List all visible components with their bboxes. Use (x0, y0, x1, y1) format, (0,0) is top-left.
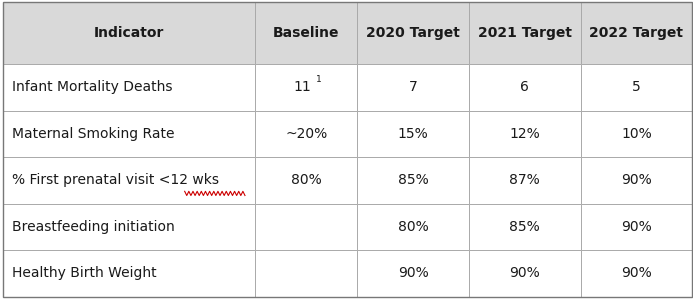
Bar (255, 157, 357, 204)
Text: 85%: 85% (398, 173, 428, 187)
Text: 90%: 90% (621, 173, 652, 187)
Text: 10%: 10% (621, 127, 652, 141)
Text: 11: 11 (294, 80, 312, 94)
Bar (581, 2, 692, 64)
Bar (3, 204, 255, 250)
Bar (581, 111, 692, 157)
Text: 2020 Target: 2020 Target (366, 26, 460, 40)
Bar (3, 64, 255, 111)
Bar (581, 250, 692, 297)
Bar (581, 204, 692, 250)
Bar (357, 204, 469, 250)
Bar (357, 2, 469, 64)
Bar (255, 250, 357, 297)
Text: 80%: 80% (291, 173, 322, 187)
Text: Breastfeeding initiation: Breastfeeding initiation (12, 220, 175, 234)
Text: 90%: 90% (621, 266, 652, 280)
Bar (469, 64, 581, 111)
Bar (469, 250, 581, 297)
Text: % First prenatal visit <12 wks: % First prenatal visit <12 wks (12, 173, 219, 187)
Text: ~20%: ~20% (285, 127, 327, 141)
Text: 12%: 12% (509, 127, 540, 141)
Text: 2021 Target: 2021 Target (477, 26, 572, 40)
Text: 80%: 80% (398, 220, 428, 234)
Text: 6: 6 (520, 80, 529, 94)
Text: 7: 7 (409, 80, 417, 94)
Text: 87%: 87% (509, 173, 540, 187)
Bar (357, 250, 469, 297)
Text: 90%: 90% (509, 266, 540, 280)
Text: 85%: 85% (509, 220, 540, 234)
Text: 2022 Target: 2022 Target (590, 26, 683, 40)
Bar (581, 157, 692, 204)
Bar (581, 64, 692, 111)
Bar (255, 64, 357, 111)
Text: 1: 1 (316, 74, 322, 83)
Bar (469, 157, 581, 204)
Bar (469, 204, 581, 250)
Text: Healthy Birth Weight: Healthy Birth Weight (12, 266, 157, 280)
Bar (3, 250, 255, 297)
Bar (357, 64, 469, 111)
Text: Indicator: Indicator (94, 26, 164, 40)
Bar (357, 157, 469, 204)
Text: 15%: 15% (398, 127, 428, 141)
Bar (469, 2, 581, 64)
Text: Baseline: Baseline (273, 26, 340, 40)
Bar (255, 111, 357, 157)
Text: Maternal Smoking Rate: Maternal Smoking Rate (12, 127, 174, 141)
Bar (3, 157, 255, 204)
Text: 90%: 90% (621, 220, 652, 234)
Bar (255, 204, 357, 250)
Bar (357, 111, 469, 157)
Bar (469, 111, 581, 157)
Bar (3, 111, 255, 157)
Bar (255, 2, 357, 64)
Text: Infant Mortality Deaths: Infant Mortality Deaths (12, 80, 173, 94)
Bar (3, 2, 255, 64)
Text: 5: 5 (632, 80, 641, 94)
Text: 90%: 90% (398, 266, 428, 280)
